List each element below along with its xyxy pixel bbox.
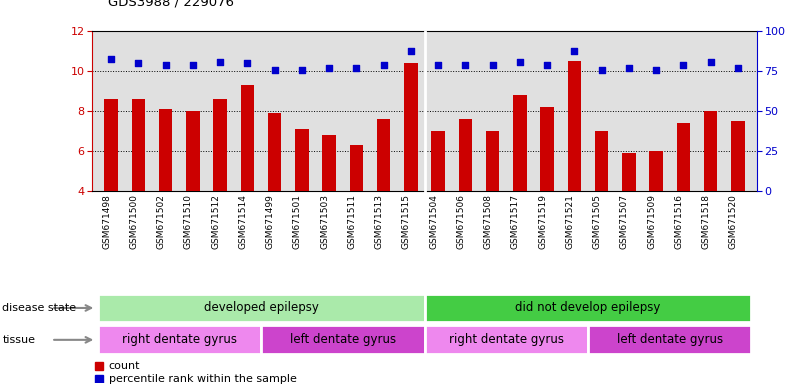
Bar [159, 109, 172, 191]
Point [595, 67, 608, 73]
Point [159, 62, 172, 68]
Text: GSM671502: GSM671502 [157, 194, 166, 249]
Text: GSM671504: GSM671504 [429, 194, 438, 249]
Text: GSM671512: GSM671512 [211, 194, 220, 249]
Text: GSM671520: GSM671520 [729, 194, 738, 249]
Bar [731, 121, 745, 191]
Bar [349, 145, 363, 191]
Point [541, 62, 553, 68]
Bar [186, 111, 199, 191]
Point [622, 65, 635, 71]
Text: left dentate gyrus: left dentate gyrus [617, 333, 723, 346]
Text: percentile rank within the sample: percentile rank within the sample [109, 374, 296, 384]
Point [350, 65, 363, 71]
Text: GSM671515: GSM671515 [402, 194, 411, 249]
Text: developed epilepsy: developed epilepsy [203, 301, 319, 314]
Point [677, 62, 690, 68]
Text: disease state: disease state [2, 303, 77, 313]
Text: GSM671498: GSM671498 [103, 194, 111, 249]
Text: GSM671506: GSM671506 [457, 194, 465, 249]
Bar [322, 135, 336, 191]
Point [241, 60, 254, 66]
Text: right dentate gyrus: right dentate gyrus [122, 333, 237, 346]
Text: GSM671516: GSM671516 [674, 194, 683, 249]
Text: GSM671500: GSM671500 [130, 194, 139, 249]
Bar [425, 293, 751, 323]
Bar [622, 153, 636, 191]
Text: GSM671513: GSM671513 [375, 194, 384, 249]
Text: GSM671505: GSM671505 [593, 194, 602, 249]
Point [513, 59, 526, 65]
Text: GDS3988 / 229076: GDS3988 / 229076 [108, 0, 234, 8]
Point [459, 62, 472, 68]
Text: GSM671517: GSM671517 [511, 194, 520, 249]
Text: GSM671508: GSM671508 [484, 194, 493, 249]
Bar [404, 63, 417, 191]
Bar [213, 99, 227, 191]
Text: GSM671514: GSM671514 [239, 194, 248, 249]
Bar [98, 325, 261, 354]
Bar [240, 85, 254, 191]
Bar [261, 325, 425, 354]
Text: GSM671518: GSM671518 [702, 194, 710, 249]
Text: GSM671503: GSM671503 [320, 194, 329, 249]
Bar [131, 99, 145, 191]
Bar [486, 131, 500, 191]
Bar [104, 99, 118, 191]
Text: GSM671511: GSM671511 [348, 194, 356, 249]
Point [377, 62, 390, 68]
Point [268, 67, 281, 73]
Text: tissue: tissue [2, 335, 35, 345]
Point [568, 48, 581, 54]
Text: GSM671507: GSM671507 [620, 194, 629, 249]
Bar [376, 119, 390, 191]
Bar [513, 95, 527, 191]
Bar [98, 293, 425, 323]
Text: GSM671521: GSM671521 [566, 194, 574, 249]
Text: right dentate gyrus: right dentate gyrus [449, 333, 564, 346]
Point [296, 67, 308, 73]
Bar [704, 111, 718, 191]
Point [187, 62, 199, 68]
Bar [425, 325, 588, 354]
Text: GSM671509: GSM671509 [647, 194, 656, 249]
Bar [588, 325, 751, 354]
Point [486, 62, 499, 68]
Bar [432, 131, 445, 191]
Point [432, 62, 445, 68]
Bar [650, 151, 663, 191]
Point [105, 56, 118, 62]
Bar [568, 61, 582, 191]
Text: left dentate gyrus: left dentate gyrus [290, 333, 396, 346]
Point [405, 48, 417, 54]
Bar [268, 113, 281, 191]
Text: GSM671510: GSM671510 [184, 194, 193, 249]
Text: did not develop epilepsy: did not develop epilepsy [515, 301, 661, 314]
Bar [595, 131, 609, 191]
Text: GSM671501: GSM671501 [293, 194, 302, 249]
Bar [541, 107, 554, 191]
Text: GSM671519: GSM671519 [538, 194, 547, 249]
Point [650, 67, 662, 73]
Bar [459, 119, 473, 191]
Bar [295, 129, 308, 191]
Point [323, 65, 336, 71]
Point [731, 65, 744, 71]
Point [132, 60, 145, 66]
Point [704, 59, 717, 65]
Bar [677, 123, 690, 191]
Text: GSM671499: GSM671499 [266, 194, 275, 249]
Text: count: count [109, 361, 140, 371]
Point [214, 59, 227, 65]
